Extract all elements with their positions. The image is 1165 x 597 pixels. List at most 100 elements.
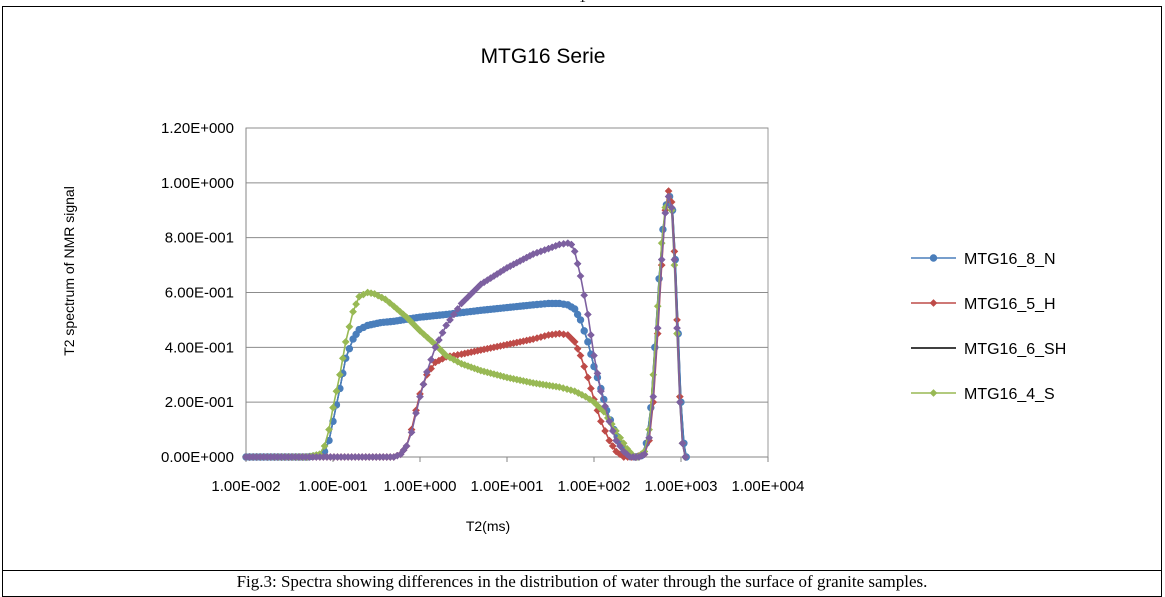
series-line — [246, 193, 687, 458]
data-point — [349, 307, 358, 316]
data-point — [396, 307, 405, 316]
data-point — [583, 373, 592, 382]
data-point — [653, 324, 662, 333]
y-tick-label: 6.00E-001 — [165, 285, 234, 302]
y-tick-label: 8.00E-001 — [165, 230, 234, 247]
x-tick-label: 1.00E+001 — [471, 478, 544, 495]
data-point — [576, 351, 585, 360]
caption-box: Fig.3: Spectra showing differences in th… — [2, 570, 1162, 597]
data-point — [585, 395, 594, 404]
data-point — [320, 442, 329, 450]
data-point — [352, 300, 361, 309]
data-point — [657, 239, 666, 248]
data-point — [601, 427, 610, 435]
data-point — [664, 192, 673, 201]
data-point — [570, 305, 579, 313]
data-point — [586, 384, 595, 393]
data-point — [616, 433, 625, 442]
x-tick-label: 1.00E+002 — [558, 478, 631, 495]
legend-marker — [929, 254, 938, 262]
data-point — [605, 417, 614, 426]
y-axis-label: T2 spectrum of NMR signal — [61, 186, 77, 356]
data-point — [640, 450, 649, 459]
data-point — [657, 255, 666, 264]
data-point — [584, 338, 592, 346]
data-point — [581, 392, 590, 401]
data-point — [442, 351, 451, 360]
data-point — [427, 337, 436, 346]
data-point — [438, 328, 447, 337]
series-layer — [242, 187, 690, 461]
data-point — [345, 345, 354, 353]
legend-label: MTG16_4_S — [964, 386, 1055, 403]
data-point — [619, 439, 628, 448]
data-point — [608, 427, 617, 435]
data-point — [573, 344, 582, 353]
data-point — [678, 439, 687, 448]
data-point — [377, 293, 386, 302]
data-point — [325, 425, 333, 434]
x-tick-label: 1.00E+000 — [384, 478, 457, 495]
tick-labels: 0.00E+000 2.00E-001 4.00E-001 6.00E-001 8.00… — [161, 120, 805, 495]
data-point — [586, 331, 595, 339]
data-point — [345, 322, 354, 331]
y-tick-label: 4.00E-001 — [165, 339, 234, 356]
data-point — [407, 428, 416, 437]
series-line — [246, 193, 688, 458]
data-point — [335, 370, 344, 379]
legend-label: MTG16_5_H — [964, 296, 1056, 313]
data-point — [616, 442, 624, 450]
series-line — [246, 190, 687, 458]
data-point — [442, 321, 451, 330]
data-point — [385, 298, 394, 307]
data-point — [381, 295, 390, 304]
chart-title: MTG16 Serie — [481, 45, 606, 68]
series-MTG16_5_H — [242, 187, 690, 461]
data-point — [580, 362, 589, 371]
data-point — [605, 436, 614, 445]
data-point — [580, 327, 588, 335]
y-tick-label: 2.00E-001 — [165, 394, 234, 411]
data-point — [422, 368, 431, 376]
data-point — [622, 450, 631, 459]
axes — [245, 128, 769, 462]
data-point — [570, 247, 579, 256]
data-point — [583, 310, 592, 319]
page-number-fragment: 1 — [0, 0, 1165, 7]
data-point — [661, 209, 670, 217]
data-point — [453, 304, 462, 313]
y-tick-label: 0.00E+000 — [161, 449, 234, 466]
legend-marker — [929, 389, 938, 397]
data-point — [573, 310, 582, 319]
data-point — [434, 336, 443, 344]
data-point — [580, 291, 589, 300]
legend-marker — [929, 299, 938, 307]
x-tick-label: 1.00E-001 — [298, 478, 367, 495]
series-MTG16_8_N — [242, 192, 690, 461]
series-line — [246, 196, 687, 458]
legend-label: MTG16_8_N — [964, 251, 1056, 268]
data-point — [419, 380, 428, 389]
data-point — [329, 403, 337, 412]
data-point — [577, 390, 586, 399]
data-point — [370, 289, 379, 298]
series-line — [246, 194, 687, 458]
data-point — [576, 272, 585, 281]
data-point — [670, 255, 679, 264]
series-MTG16_4_S — [242, 192, 690, 461]
legend-item: MTG16_8_N — [911, 251, 1056, 268]
data-point — [593, 369, 602, 378]
legend: MTG16_8_N MTG16_5_H MTG16_6_SH MTG16_4_S — [911, 251, 1066, 403]
legend-item: MTG16_5_H — [911, 296, 1056, 313]
data-point — [576, 316, 585, 324]
data-point — [416, 392, 424, 401]
data-point — [673, 324, 681, 333]
data-point — [389, 302, 398, 311]
data-point — [338, 354, 347, 363]
series-MTG16_4_S — [242, 192, 690, 461]
data-point — [645, 433, 654, 442]
legend-item: MTG16_6_SH — [911, 341, 1066, 358]
data-point — [446, 315, 454, 324]
data-point — [332, 387, 341, 396]
